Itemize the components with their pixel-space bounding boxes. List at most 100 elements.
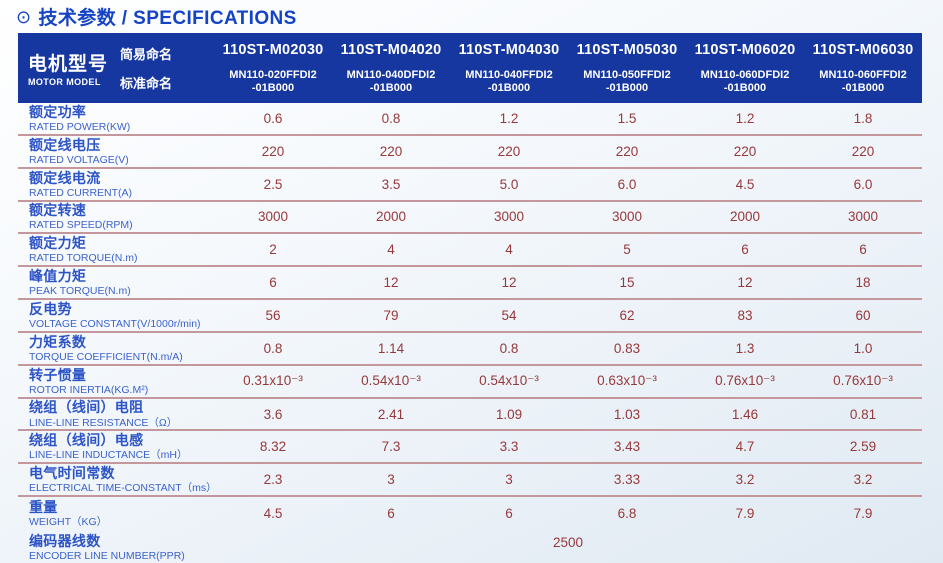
model-column-header: 110ST-M04030 MN110-040FFDI2 -01B000: [450, 33, 568, 103]
value-cell: 4.5: [263, 506, 283, 522]
row-label: 额定线电流 RATED CURRENT(A): [18, 170, 214, 199]
value-cell: 3: [505, 472, 513, 488]
value-cell: 3.43: [613, 439, 641, 455]
model-standard-name: MN110-040FFDI2 -01B000: [465, 68, 553, 95]
row-label-zh: 峰值力矩: [29, 268, 87, 285]
value-cell: 3.6: [263, 406, 283, 422]
table-row: 重量 WEIGHT（KG） 4.5 6 6 6.8 7.9 7.9: [18, 497, 922, 530]
row-label-zh: 绕组（线间）电感: [29, 432, 144, 449]
model-standard-name: MN110-060FFDI2 -01B000: [819, 68, 907, 95]
value-cell: 1.5: [617, 110, 637, 126]
motor-model-label-zh: 电机型号: [28, 54, 109, 75]
row-values: 0.6 0.8 1.2 1.5 1.2 1.8: [214, 111, 922, 126]
row-label-zh: 转子惯量: [29, 366, 87, 383]
model-column-header: 110ST-M06030 MN110-060FFDI2 -01B000: [804, 33, 922, 103]
value-cell: 3000: [847, 209, 879, 225]
row-label-en: VOLTAGE CONSTANT(V/1000r/min): [29, 318, 201, 330]
value-cell: 6.0: [853, 176, 873, 192]
value-cell: 6.0: [617, 176, 637, 192]
row-label-en: PEAK TORQUE(N.m): [29, 285, 131, 298]
value-cell: 220: [379, 143, 403, 159]
row-label: 重量 WEIGHT（KG）: [18, 499, 214, 528]
row-label-zh: 编码器线数: [29, 533, 101, 550]
specifications-table: 电机型号 MOTOR MODEL 简易命名 标准命名 110ST-M02030 M…: [18, 33, 922, 563]
row-label-en: RATED VOLTAGE(V): [29, 153, 129, 166]
model-simple-name: 110ST-M06030: [812, 42, 914, 58]
table-row: 绕组（线间）电阻 LINE-LINE RESISTANCE（Ω） 3.6 2.41 1.…: [18, 399, 922, 432]
row-label: 绕组（线间）电阻 LINE-LINE RESISTANCE（Ω）: [18, 399, 214, 428]
value-cell: 2000: [729, 209, 761, 225]
value-cell: 7.9: [735, 506, 755, 522]
simple-name-label: 简易命名: [120, 47, 173, 62]
row-label: 额定力矩 RATED TORQUE(N.m): [18, 235, 214, 264]
value-cell: 1.46: [731, 406, 759, 422]
value-cell: 0.8: [263, 340, 283, 356]
value-cell: 6.8: [617, 506, 637, 522]
table-row: 额定力矩 RATED TORQUE(N.m) 2 4 4 5 6 6: [18, 234, 922, 268]
value-cell: 1.14: [377, 340, 405, 356]
table-row: 力矩系数 TORQUE COEFFICIENT(N.m/A) 0.8 1.14 0.8 0…: [18, 333, 922, 366]
row-values: 0.8 1.14 0.8 0.83 1.3 1.0: [214, 341, 922, 356]
naming-labels: 简易命名 标准命名: [118, 33, 214, 103]
value-cell: 12: [383, 275, 399, 291]
value-cell: 1.0: [853, 340, 873, 356]
value-cell: 1.8: [853, 110, 873, 126]
value-cell: 0.63x10⁻³: [597, 373, 657, 389]
standard-name-label: 标准命名: [120, 76, 173, 91]
motor-model-header-cell: 电机型号 MOTOR MODEL 简易命名 标准命名: [18, 33, 214, 103]
row-label-en: RATED POWER(KW): [29, 120, 131, 133]
value-cell: 4: [387, 242, 395, 258]
value-cell: 1.2: [499, 110, 519, 126]
table-row: 额定线电压 RATED VOLTAGE(V) 220 220 220 220 220 220: [18, 136, 922, 169]
value-cell: 3.33: [613, 472, 641, 488]
value-cell: 2.5: [263, 176, 283, 192]
value-cell: 8.32: [259, 439, 287, 455]
value-cell: 79: [383, 307, 399, 323]
value-cell: 220: [733, 143, 757, 159]
row-label: 转子惯量 ROTOR INERTIA(KG.M²): [18, 367, 214, 396]
row-values: 0.31x10⁻³ 0.54x10⁻³ 0.54x10⁻³ 0.63x10⁻³ 0.76…: [214, 373, 922, 389]
value-cell: 1.3: [735, 340, 755, 356]
row-label-en: LINE-LINE INDUCTANCE（mH）: [29, 449, 188, 462]
value-cell: 2.59: [849, 439, 877, 455]
value-cell: 3000: [611, 209, 643, 225]
model-simple-name: 110ST-M06020: [694, 42, 796, 58]
row-values: 3.6 2.41 1.09 1.03 1.46 0.81: [214, 407, 922, 422]
row-label: 额定线电压 RATED VOLTAGE(V): [18, 137, 214, 166]
row-label-zh: 额定力矩: [29, 235, 87, 252]
value-cell: 2: [269, 242, 277, 258]
value-cell: 0.83: [613, 340, 641, 356]
table-row: 峰值力矩 PEAK TORQUE(N.m) 6 12 12 15 12 18: [18, 267, 922, 301]
table-row-encoder: 编码器线数 ENCODER LINE NUMBER(PPR) 2500: [18, 530, 922, 563]
row-values: 56 79 54 62 83 60: [214, 308, 922, 323]
value-cell: 3: [387, 472, 395, 488]
row-label-en: RATED TORQUE(N.m): [29, 252, 138, 265]
value-cell: 220: [851, 143, 875, 159]
value-cell: 5.0: [499, 176, 519, 192]
row-label-en: ROTOR INERTIA(KG.M²): [29, 383, 149, 396]
row-label: 绕组（线间）电感 LINE-LINE INDUCTANCE（mH）: [18, 432, 214, 461]
table-row: 绕组（线间）电感 LINE-LINE INDUCTANCE（mH） 8.32 7.3 3…: [18, 431, 922, 465]
value-cell: 220: [261, 143, 285, 159]
model-simple-name: 110ST-M02030: [222, 42, 324, 58]
value-cell: 3.5: [381, 176, 401, 192]
row-label-en: RATED SPEED(RPM): [29, 219, 133, 232]
row-label: 电气时间常数 ELECTRICAL TIME-CONSTANT（ms）: [18, 465, 217, 494]
row-label-encoder: 编码器线数 ENCODER LINE NUMBER(PPR): [18, 530, 214, 562]
value-cell: 6: [505, 506, 513, 522]
value-cell: 7.9: [853, 506, 873, 522]
page-title: ⊙ 技术参数 / SPECIFICATIONS: [16, 3, 297, 30]
table-body: 额定功率 RATED POWER(KW) 0.6 0.8 1.2 1.5 1.2 1.8 额定线…: [18, 103, 922, 530]
value-cell: 1.09: [495, 406, 523, 422]
value-cell: 4: [505, 242, 513, 258]
model-column-header: 110ST-M02030 MN110-020FFDI2 -01B000: [214, 33, 332, 103]
value-cell: 12: [501, 275, 517, 291]
row-label: 额定功率 RATED POWER(KW): [18, 104, 214, 133]
row-label-zh: 重量: [29, 499, 58, 516]
value-cell: 2.41: [377, 406, 405, 422]
value-cell: 3.2: [853, 472, 873, 488]
value-cell: 6: [387, 506, 395, 522]
value-cell: 2000: [375, 209, 407, 225]
value-cell: 0.6: [263, 110, 283, 126]
